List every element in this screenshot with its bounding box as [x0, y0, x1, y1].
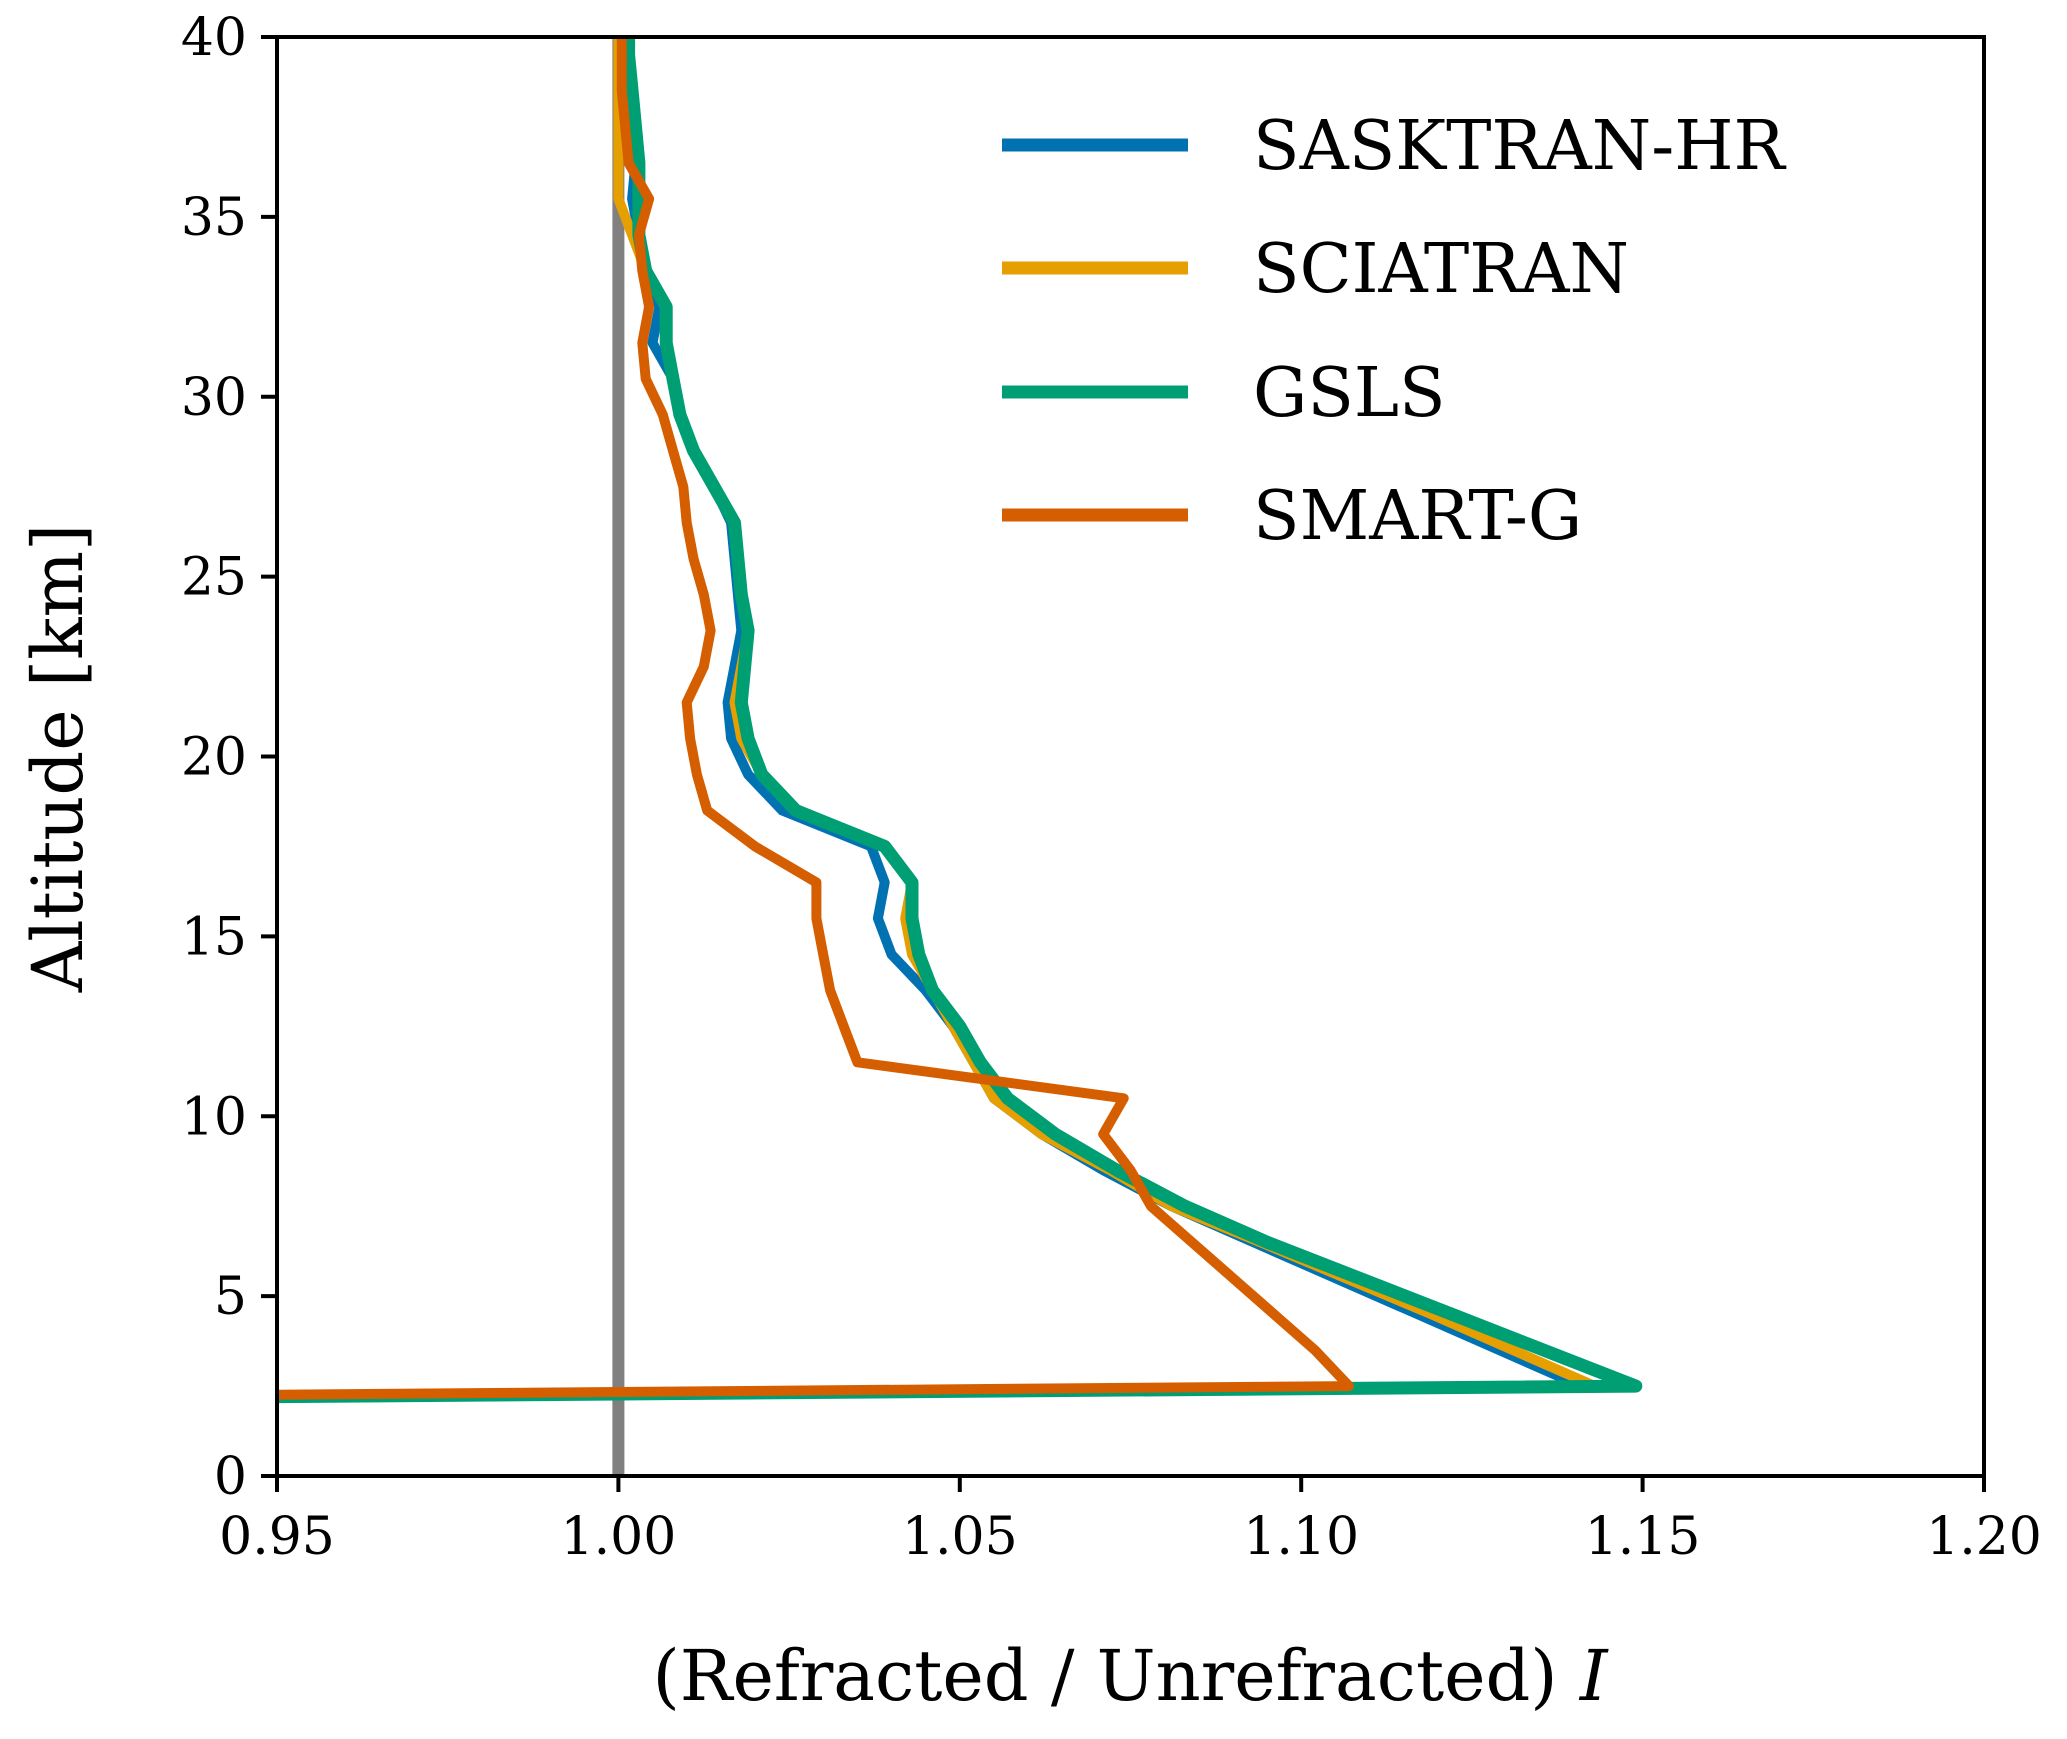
y-tick-label: 5 [214, 1267, 247, 1327]
y-tick-label: 15 [181, 907, 247, 967]
legend-item: GSLS [1002, 354, 1446, 433]
legend: SASKTRAN-HR SCIATRAN GSLS SMART-G [1002, 107, 1787, 556]
plot-lines [277, 37, 1643, 1476]
y-tick-label: 20 [181, 728, 247, 788]
y-tick-label: 30 [181, 368, 247, 428]
legend-item: SMART-G [1002, 477, 1582, 556]
x-tick-label: 1.00 [561, 1507, 677, 1567]
legend-item: SCIATRAN [1002, 230, 1629, 309]
y-tick-label: 25 [181, 548, 247, 608]
legend-label: SCIATRAN [1253, 230, 1629, 309]
x-tick-label: 1.15 [1585, 1507, 1701, 1567]
series-line-smart-g [277, 37, 1354, 1400]
legend-item: SASKTRAN-HR [1002, 107, 1787, 186]
x-tick-label: 1.10 [1243, 1507, 1359, 1567]
y-axis-label: Altitude [km] [17, 524, 99, 994]
x-tick-label: 1.20 [1926, 1507, 2042, 1567]
x-tick-label: 0.95 [219, 1507, 335, 1567]
axis-ticks: 0.95 1.00 1.05 1.10 1.15 1.20 0 5 10 15 20 25 30 35 40 [181, 8, 2042, 1567]
y-tick-label: 0 [214, 1447, 247, 1507]
x-axis-label: (Refracted / Unrefracted) I [652, 1635, 1608, 1717]
legend-label: GSLS [1253, 354, 1446, 433]
y-tick-label: 40 [181, 8, 247, 68]
y-tick-label: 35 [181, 188, 247, 248]
legend-label: SASKTRAN-HR [1253, 107, 1787, 186]
x-tick-label: 1.05 [902, 1507, 1018, 1567]
legend-label: SMART-G [1253, 477, 1582, 556]
y-tick-label: 10 [181, 1087, 247, 1147]
